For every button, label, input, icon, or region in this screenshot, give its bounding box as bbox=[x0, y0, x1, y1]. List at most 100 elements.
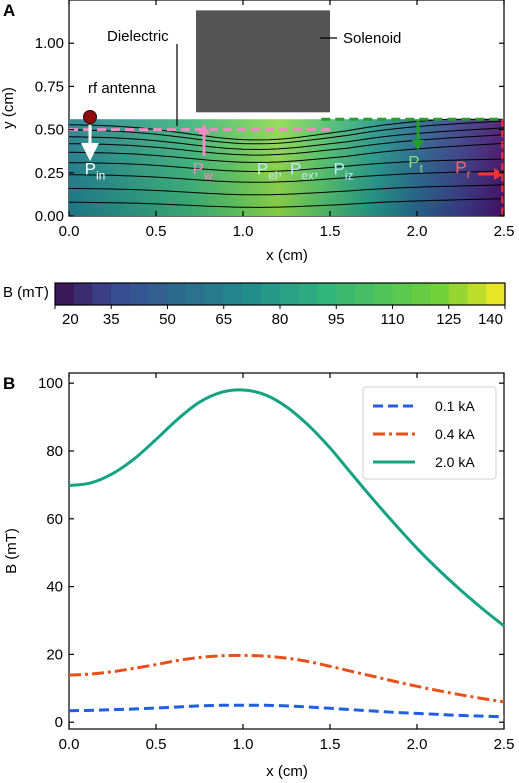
wall-power-arrowhead bbox=[198, 124, 210, 134]
reflected-power-arrowhead bbox=[494, 168, 504, 180]
panel-a-x-tick-label: 1.5 bbox=[320, 223, 341, 240]
panel-b-axes: 0.0 0.5 1.0 1.5 2.0 2.5 0 20 40 60 80 100 bbox=[38, 373, 514, 753]
panel-a-annotations: Dielectric Solenoid rf antenna bbox=[81, 28, 504, 180]
colorbar: B (mT) 20 35 50 65 80 95 110 125 140 bbox=[3, 282, 506, 328]
panel-a-y-tick-label: 0.50 bbox=[35, 122, 64, 139]
panel-b-y-tick-label: 0 bbox=[55, 714, 63, 731]
solenoid-block bbox=[196, 10, 330, 113]
legend-entry-label: 2.0 kA bbox=[435, 454, 475, 470]
panel-b-y-tick-label: 20 bbox=[46, 646, 63, 663]
panel-b-x-tick-label: 0.0 bbox=[59, 736, 80, 753]
panel-a-x-tick-label: 0.0 bbox=[59, 223, 80, 240]
panel-b-y-tick-label: 60 bbox=[46, 511, 63, 528]
panel-b-y-tick-label: 100 bbox=[38, 375, 63, 392]
panel-b-x-tick-label: 1.0 bbox=[233, 736, 254, 753]
legend-entry-label: 0.4 kA bbox=[435, 426, 475, 442]
panel-a-y-axis-label: y (cm) bbox=[0, 87, 17, 129]
panel-a-x-tick-label: 2.5 bbox=[494, 223, 515, 240]
colorbar-tick-label: 95 bbox=[328, 311, 345, 328]
colorbar-cell bbox=[55, 283, 75, 305]
panel-letter-a: A bbox=[3, 1, 15, 20]
panel-a-axes: 0.0 0.5 1.0 1.5 2.0 2.5 0.00 0.25 0.50 0.75 1.00 bbox=[35, 0, 515, 240]
legend-box bbox=[362, 386, 497, 480]
colorbar-cell bbox=[130, 283, 150, 305]
colorbar-tick-label: 35 bbox=[103, 311, 120, 328]
panel-b-y-tick-label: 40 bbox=[46, 579, 63, 596]
power-label-t: Pt bbox=[408, 153, 423, 176]
field-line bbox=[68, 142, 505, 163]
colorbar-ticks: 20 35 50 65 80 95 110 125 140 bbox=[54, 305, 506, 328]
panel-b-x-tick-label: 1.5 bbox=[320, 736, 341, 753]
colorbar-tick-label: 125 bbox=[436, 311, 461, 328]
colorbar-cell bbox=[411, 283, 431, 305]
colorbar-cells bbox=[55, 283, 506, 305]
colorbar-tick-label: 140 bbox=[478, 311, 503, 328]
colorbar-cell bbox=[467, 283, 487, 305]
panel-b-y-axis-label: B (mT) bbox=[3, 528, 20, 574]
legend: 0.1 kA 0.4 kA 2.0 kA bbox=[362, 386, 497, 480]
solenoid-label: Solenoid bbox=[343, 30, 401, 47]
transmitted-power-arrowhead bbox=[412, 140, 424, 150]
power-label-w: Pw bbox=[193, 160, 213, 183]
panel-a-y-tick-label: 0.00 bbox=[35, 208, 64, 225]
colorbar-cell bbox=[205, 283, 225, 305]
power-label-ex: Pex, bbox=[290, 160, 319, 183]
field-line bbox=[68, 170, 505, 183]
colorbar-cell bbox=[167, 283, 187, 305]
colorbar-tick-label: 110 bbox=[381, 311, 405, 328]
panel-b-x-axis-label: x (cm) bbox=[266, 763, 308, 780]
field-line bbox=[68, 158, 505, 172]
legend-entry-label: 0.1 kA bbox=[435, 398, 475, 414]
series-line-0-4-ka bbox=[68, 653, 505, 704]
field-line bbox=[68, 120, 505, 145]
colorbar-tick-label: 80 bbox=[272, 311, 289, 328]
colorbar-cell bbox=[261, 283, 281, 305]
rf-antenna-marker bbox=[83, 110, 97, 124]
field-line bbox=[68, 118, 504, 141]
colorbar-cell bbox=[92, 283, 112, 305]
colorbar-label: B (mT) bbox=[3, 284, 49, 301]
field-line bbox=[69, 184, 505, 196]
colorbar-cell bbox=[73, 283, 93, 305]
colorbar-tick-label: 20 bbox=[62, 311, 79, 328]
power-labels: Pin Pw Pel, Pex, Piz Pt Pr bbox=[85, 153, 471, 183]
colorbar-cell bbox=[373, 283, 393, 305]
colorbar-cell bbox=[355, 283, 375, 305]
field-line bbox=[68, 134, 505, 156]
panel-a-x-tick-label: 2.0 bbox=[407, 223, 428, 240]
panel-a-x-tick-label: 0.5 bbox=[146, 223, 167, 240]
panel-b-series-lines bbox=[68, 388, 505, 719]
series-line-0-1-ka bbox=[68, 703, 505, 719]
power-label-iz: Piz bbox=[333, 160, 353, 183]
panel-letter-b: B bbox=[3, 374, 15, 393]
colorbar-cell bbox=[148, 283, 168, 305]
dielectric-label: Dielectric bbox=[107, 28, 169, 45]
colorbar-cell bbox=[186, 283, 206, 305]
panel-a-y-tick-label: 0.25 bbox=[35, 165, 64, 182]
panel-a-y-tick-label: 0.75 bbox=[35, 78, 64, 95]
field-line bbox=[69, 198, 505, 208]
panel-b: 0.0 0.5 1.0 1.5 2.0 2.5 0 20 40 60 80 100 0.1 kA 0.4… bbox=[3, 372, 514, 780]
panel-a-y-tick-label: 1.00 bbox=[35, 35, 64, 52]
series-line-2-0-ka bbox=[68, 388, 505, 628]
power-label-el: Pel, bbox=[257, 160, 282, 183]
power-label-r: Pr bbox=[455, 158, 470, 181]
colorbar-cell bbox=[336, 283, 356, 305]
colorbar-cell bbox=[317, 283, 337, 305]
colorbar-cell bbox=[223, 283, 243, 305]
colorbar-cell bbox=[242, 283, 262, 305]
colorbar-tick-label: 65 bbox=[215, 311, 232, 328]
colorbar-cell bbox=[430, 283, 450, 305]
field-lines bbox=[68, 118, 505, 208]
magnetic-field-heatmap-shading bbox=[69, 119, 504, 216]
field-line bbox=[68, 127, 505, 151]
power-label-in: Pin bbox=[85, 160, 106, 183]
panel-b-x-tick-label: 0.5 bbox=[146, 736, 167, 753]
panel-a: Dielectric Solenoid rf antenna Pin Pw Pel,… bbox=[0, 0, 514, 264]
colorbar-cell bbox=[298, 283, 318, 305]
colorbar-cell bbox=[111, 283, 131, 305]
panel-a-x-tick-label: 1.0 bbox=[233, 223, 254, 240]
colorbar-cell bbox=[392, 283, 412, 305]
colorbar-cell bbox=[448, 283, 468, 305]
